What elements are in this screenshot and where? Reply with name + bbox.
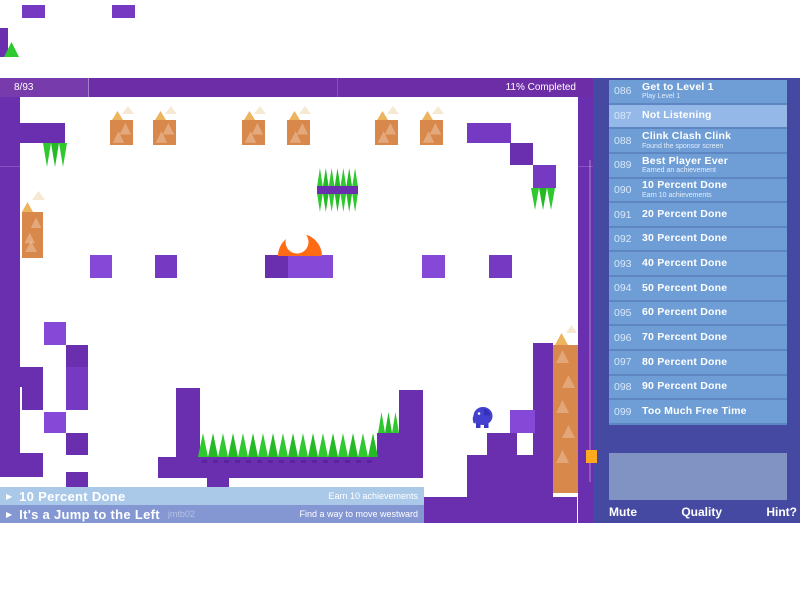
achievement-row: 095 60 Percent Done <box>609 301 787 327</box>
achievement-row: 099 Too Much Free Time <box>609 400 787 425</box>
achievement-row: 091 20 Percent Done <box>609 203 787 228</box>
achievement-title: Get to Level 1 <box>642 80 714 93</box>
completion-percent: 11% Completed <box>505 82 576 93</box>
achievement-number: 093 <box>614 257 632 270</box>
progress-divider <box>337 78 338 97</box>
play-arrow-icon: ▶ <box>6 491 13 501</box>
achievement-row: 086 Get to Level 1 Play Level 1 <box>609 80 787 105</box>
achievement-subtitle: Earn 10 achievements <box>642 191 712 199</box>
achievement-row: 087 Not Listening <box>609 104 787 130</box>
quality-button[interactable]: Quality <box>681 504 723 519</box>
achievement-number: 092 <box>614 233 632 246</box>
achievement-row: 090 10 Percent Done Earn 10 achievements <box>609 178 787 204</box>
notification-detail: Earn 10 achievements <box>328 491 418 501</box>
sidebar-button-bar: Mute Quality Hint? <box>609 500 797 523</box>
game-topbar: 8/93 11% Completed <box>0 78 593 97</box>
achievement-notification: ▶ 10 Percent Done Earn 10 achievements <box>0 487 424 505</box>
achievement-title: Clink Clash Clink <box>642 129 732 142</box>
progress-fill <box>0 78 89 97</box>
mute-button[interactable]: Mute <box>609 504 637 519</box>
achievement-number: 094 <box>614 282 632 295</box>
achievement-row: 092 30 Percent Done <box>609 227 787 253</box>
achievement-number: 087 <box>614 109 632 122</box>
achievement-title: 30 Percent Done <box>642 232 728 245</box>
overflow-block <box>22 5 45 18</box>
achievement-title: Too Much Free Time <box>642 404 747 417</box>
achievements-sidebar: 086 Get to Level 1 Play Level 1 087 Not List… <box>593 78 800 523</box>
achievement-title: Not Listening <box>642 109 712 122</box>
level-notification: ▶ It's a Jump to the Left jmtb02 Find a … <box>0 505 424 523</box>
achievement-title: 10 Percent Done <box>642 179 728 192</box>
achievement-row: 089 Best Player Ever Earned an achievement <box>609 153 787 179</box>
achievement-subtitle: Found the sponsor screen <box>642 142 724 150</box>
achievement-title: 80 Percent Done <box>642 355 728 368</box>
achievement-number: 088 <box>614 134 632 147</box>
achievement-subtitle: Play Level 1 <box>642 93 681 101</box>
achievement-number: 098 <box>614 381 632 393</box>
achievement-count: 8/93 <box>14 82 34 93</box>
achievement-title: Best Player Ever <box>642 154 729 167</box>
play-arrow-icon: ▶ <box>6 509 13 519</box>
notification-author: jmtb02 <box>167 509 195 519</box>
achievement-row: 097 80 Percent Done <box>609 351 787 376</box>
achievement-title: 20 Percent Done <box>642 207 728 220</box>
hint-button[interactable]: Hint? <box>766 504 797 519</box>
achievement-row: 096 70 Percent Done <box>609 326 787 352</box>
achievement-number: 096 <box>614 331 632 344</box>
achievement-title: 40 Percent Done <box>642 257 728 270</box>
notification-title: 10 Percent Done <box>19 488 126 504</box>
achievement-row: 098 90 Percent Done <box>609 375 787 401</box>
achievement-row: 093 40 Percent Done <box>609 252 787 278</box>
notification-title: It's a Jump to the Left <box>19 506 160 522</box>
achievement-title: 50 Percent Done <box>642 281 728 294</box>
achievement-number: 099 <box>614 405 632 418</box>
achievement-number: 091 <box>614 208 632 221</box>
achievement-title: 90 Percent Done <box>642 380 728 393</box>
spikes-up <box>4 42 19 57</box>
notification-detail: Find a way to move westward <box>299 509 418 519</box>
achievement-number: 097 <box>614 356 632 369</box>
achievement-row: 094 50 Percent Done <box>609 277 787 302</box>
overflow-block <box>112 5 135 18</box>
achievement-subtitle: Earned an achievement <box>642 167 716 175</box>
achievement-number: 089 <box>614 159 632 172</box>
achievements-list-footer <box>609 453 787 500</box>
achievement-number: 086 <box>614 85 632 98</box>
achievement-number: 095 <box>614 307 632 320</box>
game-canvas[interactable] <box>0 78 593 523</box>
achievement-title: 70 Percent Done <box>642 330 728 343</box>
achievements-list[interactable]: 086 Get to Level 1 Play Level 1 087 Not List… <box>609 80 787 453</box>
overflow-block <box>0 28 8 57</box>
achievement-row: 088 Clink Clash Clink Found the sponsor sc… <box>609 129 787 154</box>
achievement-title: 60 Percent Done <box>642 306 728 319</box>
achievement-number: 090 <box>614 183 632 196</box>
